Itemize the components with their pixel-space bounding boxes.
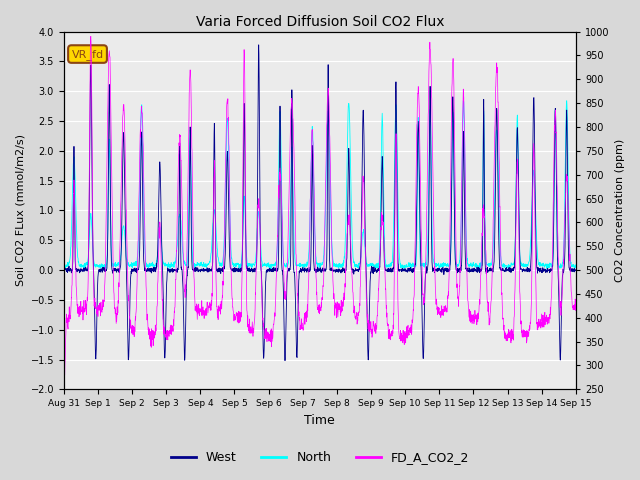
X-axis label: Time: Time	[305, 414, 335, 427]
Y-axis label: CO2 Concentration (ppm): CO2 Concentration (ppm)	[615, 139, 625, 282]
Title: Varia Forced Diffusion Soil CO2 Flux: Varia Forced Diffusion Soil CO2 Flux	[196, 15, 444, 29]
Y-axis label: Soil CO2 FLux (mmol/m2/s): Soil CO2 FLux (mmol/m2/s)	[15, 134, 25, 287]
Legend: West, North, FD_A_CO2_2: West, North, FD_A_CO2_2	[166, 446, 474, 469]
Text: VR_fd: VR_fd	[72, 48, 104, 60]
